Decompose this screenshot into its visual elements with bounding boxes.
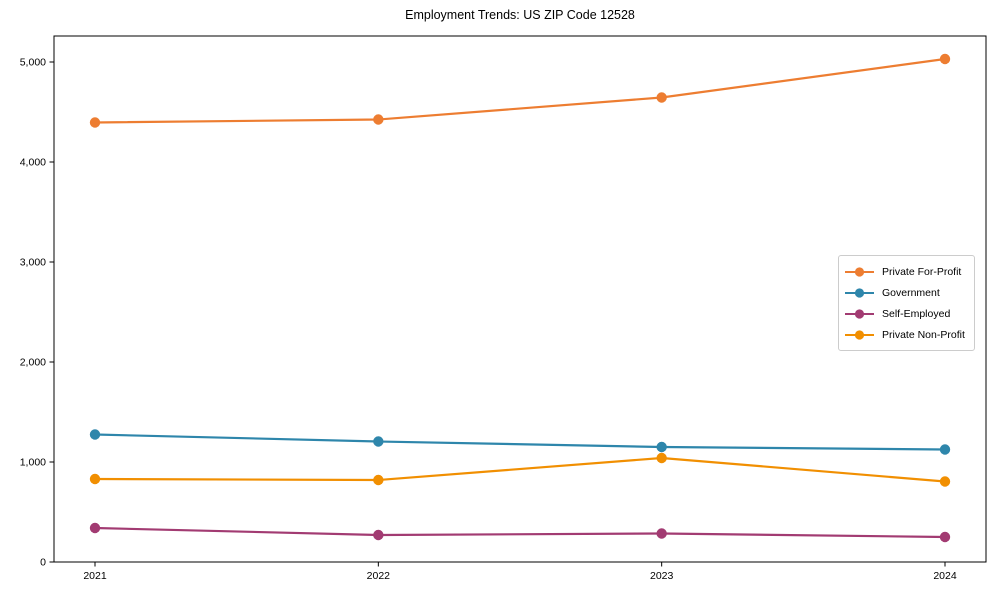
chart-title: Employment Trends: US ZIP Code 12528	[405, 8, 635, 22]
series-line-government	[93, 433, 947, 451]
data-point-private-non-profit	[89, 473, 101, 485]
legend-marker-private-non-profit	[845, 329, 874, 340]
series-line-self-employed	[93, 526, 947, 539]
legend-label: Private Non-Profit	[882, 328, 965, 341]
data-point-government	[89, 429, 101, 440]
x-tick-label: 2022	[367, 570, 391, 582]
x-tick-label: 2024	[933, 570, 957, 582]
y-tick-label: 2,000	[20, 357, 46, 369]
data-point-private-non-profit	[939, 476, 951, 487]
legend-marker-government	[845, 287, 874, 298]
data-point-private-for-profit	[89, 117, 101, 128]
data-point-private-non-profit	[373, 474, 384, 486]
x-tick-label: 2021	[83, 570, 107, 582]
legend-item-private-non-profit: Private Non-Profit	[844, 324, 967, 345]
legend-marker-self-employed	[845, 308, 874, 319]
data-point-government	[939, 444, 951, 455]
legend-label: Private For-Profit	[882, 265, 962, 278]
data-point-private-non-profit	[656, 452, 667, 464]
y-tick-label: 1,000	[20, 457, 46, 469]
series-line-private-non-profit	[93, 456, 947, 483]
series-line-private-for-profit	[93, 57, 947, 124]
y-tick-label: 4,000	[20, 157, 46, 169]
data-point-self-employed	[89, 522, 101, 534]
y-tick-label: 3,000	[20, 257, 46, 269]
legend-marker-private-for-profit	[845, 266, 874, 277]
data-point-self-employed	[656, 528, 667, 539]
data-point-private-for-profit	[373, 114, 384, 125]
data-point-government	[373, 436, 384, 447]
y-tick-label: 0	[40, 557, 46, 569]
data-point-private-for-profit	[939, 53, 951, 65]
y-tick-label: 5,000	[20, 57, 46, 69]
legend-label: Self-Employed	[882, 307, 951, 320]
legend: Private For-Profit Government Self-Employe…	[838, 255, 975, 351]
data-point-government	[656, 441, 667, 453]
legend-item-private-for-profit: Private For-Profit	[844, 261, 967, 282]
data-point-private-for-profit	[656, 92, 667, 103]
legend-item-government: Government	[844, 282, 967, 303]
data-point-self-employed	[373, 529, 384, 541]
data-point-self-employed	[939, 531, 951, 543]
plot-frame	[53, 35, 987, 563]
x-tick-label: 2023	[650, 570, 674, 582]
legend-item-self-employed: Self-Employed	[844, 303, 967, 324]
legend-label: Government	[882, 286, 940, 299]
